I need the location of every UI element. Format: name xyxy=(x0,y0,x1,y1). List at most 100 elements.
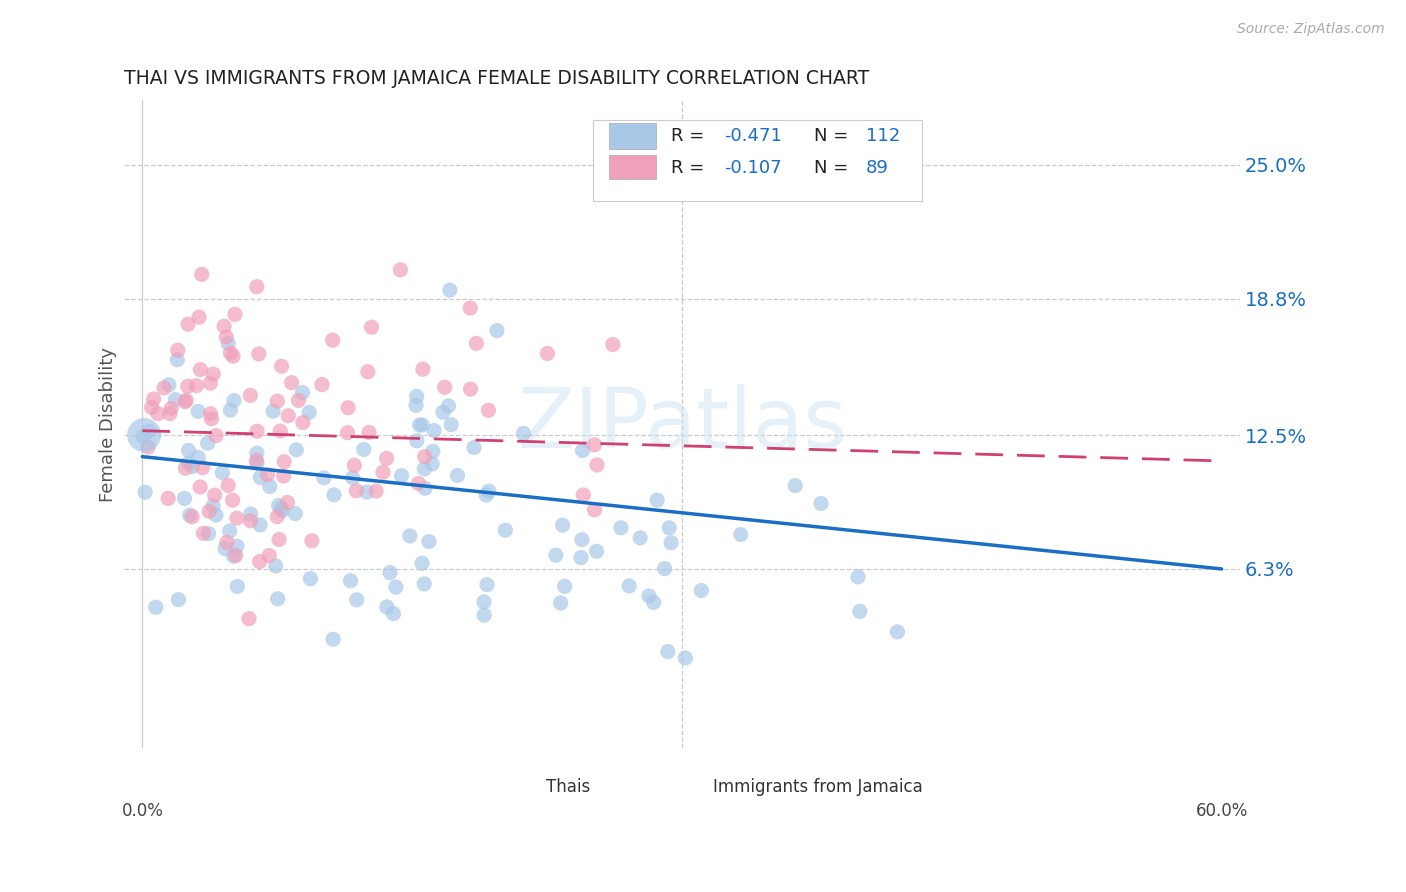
Point xyxy=(610,521,633,535)
Point xyxy=(186,378,208,392)
Point xyxy=(246,424,269,438)
Point xyxy=(219,346,242,360)
Point xyxy=(262,404,284,418)
Point xyxy=(690,583,713,598)
Point xyxy=(174,393,197,408)
Point xyxy=(583,438,606,452)
Point xyxy=(225,549,247,563)
Point xyxy=(267,591,290,606)
Point xyxy=(408,418,430,433)
Point xyxy=(142,392,165,406)
Point xyxy=(266,394,288,409)
Point xyxy=(200,376,222,390)
Point xyxy=(339,574,361,588)
Point xyxy=(197,526,219,541)
Point xyxy=(218,524,240,538)
Point xyxy=(249,517,271,532)
Point xyxy=(846,570,869,584)
Point xyxy=(439,283,461,297)
Point xyxy=(385,580,408,594)
Point xyxy=(391,468,413,483)
Point xyxy=(628,531,651,545)
Point xyxy=(134,485,156,500)
Point xyxy=(465,336,488,351)
Point xyxy=(136,440,159,454)
Point xyxy=(134,428,156,442)
Point xyxy=(222,393,245,408)
Text: Immigrants from Jamaica: Immigrants from Jamaica xyxy=(713,778,922,797)
Point xyxy=(550,596,572,610)
Point xyxy=(399,529,422,543)
Point xyxy=(458,301,481,315)
Point xyxy=(222,549,245,564)
Point xyxy=(138,425,160,439)
Point xyxy=(571,443,593,458)
Point xyxy=(165,392,187,407)
Text: R =: R = xyxy=(671,127,710,145)
Point xyxy=(411,556,433,570)
Point xyxy=(167,592,190,607)
Point xyxy=(446,468,468,483)
Point xyxy=(405,389,427,403)
Text: 89: 89 xyxy=(866,159,889,177)
Point xyxy=(654,561,676,575)
Point xyxy=(174,461,197,475)
Point xyxy=(166,343,188,358)
Point xyxy=(378,566,401,580)
Point xyxy=(160,401,183,416)
Point xyxy=(188,480,211,494)
Point xyxy=(239,507,262,521)
Point xyxy=(211,466,233,480)
Point xyxy=(405,434,427,448)
Point xyxy=(226,511,249,525)
Point xyxy=(544,548,567,562)
Point xyxy=(569,550,592,565)
Point xyxy=(342,471,364,485)
Point xyxy=(375,451,398,466)
Point xyxy=(291,385,314,400)
Point xyxy=(157,377,180,392)
Point xyxy=(413,450,436,464)
Point xyxy=(336,425,359,440)
Point xyxy=(346,592,368,607)
Point xyxy=(645,493,668,508)
Point xyxy=(200,411,222,425)
Point xyxy=(190,268,212,282)
Point xyxy=(246,279,269,293)
Point xyxy=(280,376,302,390)
Point xyxy=(432,405,454,419)
Point xyxy=(583,503,606,517)
Point xyxy=(267,533,290,547)
FancyBboxPatch shape xyxy=(593,120,922,201)
Point xyxy=(472,608,495,623)
Point xyxy=(312,471,335,485)
Text: Source: ZipAtlas.com: Source: ZipAtlas.com xyxy=(1237,22,1385,37)
Point xyxy=(437,399,460,413)
Point xyxy=(159,407,181,421)
Point xyxy=(270,359,292,374)
Point xyxy=(412,362,434,376)
Point xyxy=(238,612,260,626)
Point xyxy=(277,409,299,423)
Point xyxy=(174,394,197,409)
Point xyxy=(273,469,295,483)
Point xyxy=(440,417,463,432)
Text: THAI VS IMMIGRANTS FROM JAMAICA FEMALE DISABILITY CORRELATION CHART: THAI VS IMMIGRANTS FROM JAMAICA FEMALE D… xyxy=(124,69,869,87)
Point xyxy=(267,499,290,513)
Point xyxy=(475,488,498,502)
Point xyxy=(141,401,163,415)
Point xyxy=(245,453,267,467)
Point xyxy=(512,426,534,441)
Point xyxy=(886,624,908,639)
Point xyxy=(217,478,239,492)
Point xyxy=(371,465,394,479)
Point xyxy=(413,462,436,476)
Point xyxy=(411,417,433,432)
Point xyxy=(177,379,200,393)
Text: -0.107: -0.107 xyxy=(724,159,782,177)
Point xyxy=(433,380,456,394)
Point xyxy=(585,544,607,558)
Point xyxy=(256,467,278,482)
Point xyxy=(153,381,176,395)
Point xyxy=(200,407,222,421)
